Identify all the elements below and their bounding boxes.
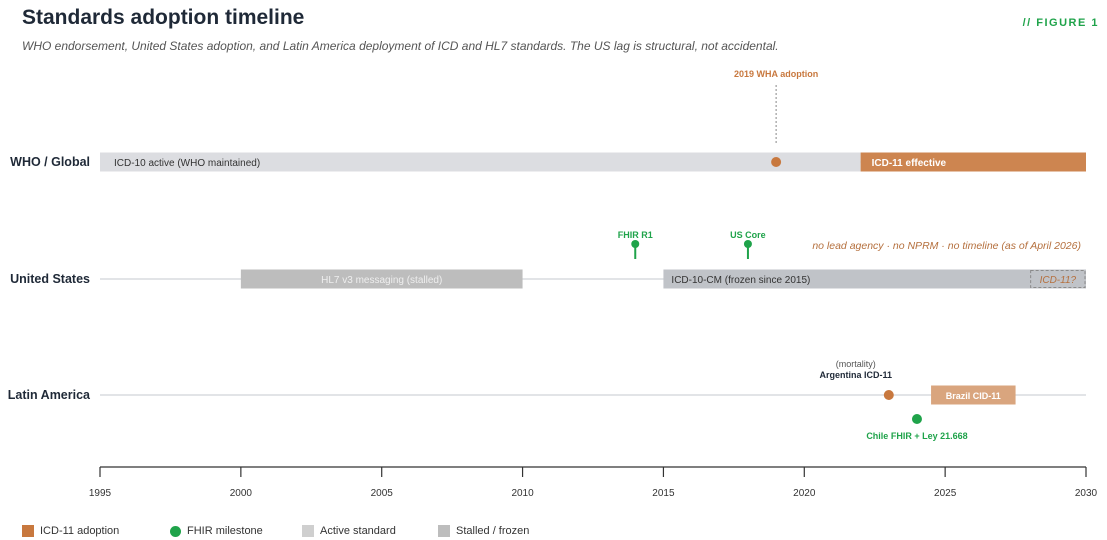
bar-united-states-0-label: HL7 v3 messaging (stalled) [321,275,442,286]
row-label-united-states: United States [10,272,90,286]
x-tick-label-2025: 2025 [934,488,957,499]
legend-item-stalled: Stalled / frozen [438,523,529,539]
bar-united-states-2-label: ICD-11? [1040,275,1077,286]
bar-latin-america-0 [931,385,1016,405]
point-latin-america-0 [883,390,894,400]
bar-united-states-1 [663,269,1086,289]
point-latin-america-0-sublabel: (mortality) [836,359,876,369]
chart-title: Standards adoption timeline [22,6,305,29]
timeline-chart: WHO / Global ICD-10 active (WHO maintaine… [8,69,1098,499]
bar-latin-america-0-label: Brazil CID-11 [946,391,1001,401]
chart-subtitle: WHO endorsement, United States adoption,… [22,39,779,53]
legend-swatch-active [302,525,314,537]
legend-label-active: Active standard [320,525,396,537]
x-tick-label-2005: 2005 [371,488,394,499]
row-label-latin-america: Latin America [8,388,91,402]
x-tick-label-2015: 2015 [652,488,675,499]
x-tick-label-1995: 1995 [89,488,112,499]
bar-united-states-1-label: ICD-10-CM (frozen since 2015) [671,275,810,286]
point-latin-america-1-label: Chile FHIR + Ley 21.668 [866,431,967,441]
bar-who-global-1-label: ICD-11 effective [872,158,947,169]
figure-tag: // FIGURE 1 [1022,17,1099,29]
legend-label-icd11: ICD-11 adoption [40,525,120,537]
legend-item-fhir: FHIR milestone [170,523,263,539]
legend-label-fhir: FHIR milestone [187,525,263,537]
point-latin-america-0-label: Argentina ICD-11 [820,370,893,380]
bar-united-states-0 [240,269,523,289]
legend-item-active: Active standard [302,523,396,539]
bar-united-states-2 [1030,270,1086,288]
point-united-states-0-label: FHIR R1 [618,230,653,240]
x-tick-label-2000: 2000 [230,488,253,499]
point-who-global-0-label: 2019 WHA adoption [734,69,818,79]
legend-item-icd11: ICD-11 adoption [22,523,119,539]
point-who-global-0 [771,157,782,167]
legend-label-stalled: Stalled / frozen [456,525,530,537]
x-tick-label-2020: 2020 [793,488,816,499]
bar-who-global-0-label: ICD-10 active (WHO maintained) [114,158,260,169]
row-note-united-states: no lead agency · no NPRM · no timeline (… [812,240,1081,252]
row-label-who-global: WHO / Global [10,155,90,169]
point-latin-america-1 [911,414,922,424]
bar-who-global-0 [100,152,861,172]
point-united-states-1 [743,240,752,248]
legend-swatch-icd11 [22,525,34,537]
legend-swatch-stalled [438,525,450,537]
legend-swatch-fhir [170,525,181,537]
point-united-states-1-label: US Core [730,230,766,240]
x-tick-label-2030: 2030 [1075,488,1098,499]
x-tick-label-2010: 2010 [511,488,534,499]
bar-who-global-1 [860,152,1086,172]
point-united-states-0 [631,240,640,248]
